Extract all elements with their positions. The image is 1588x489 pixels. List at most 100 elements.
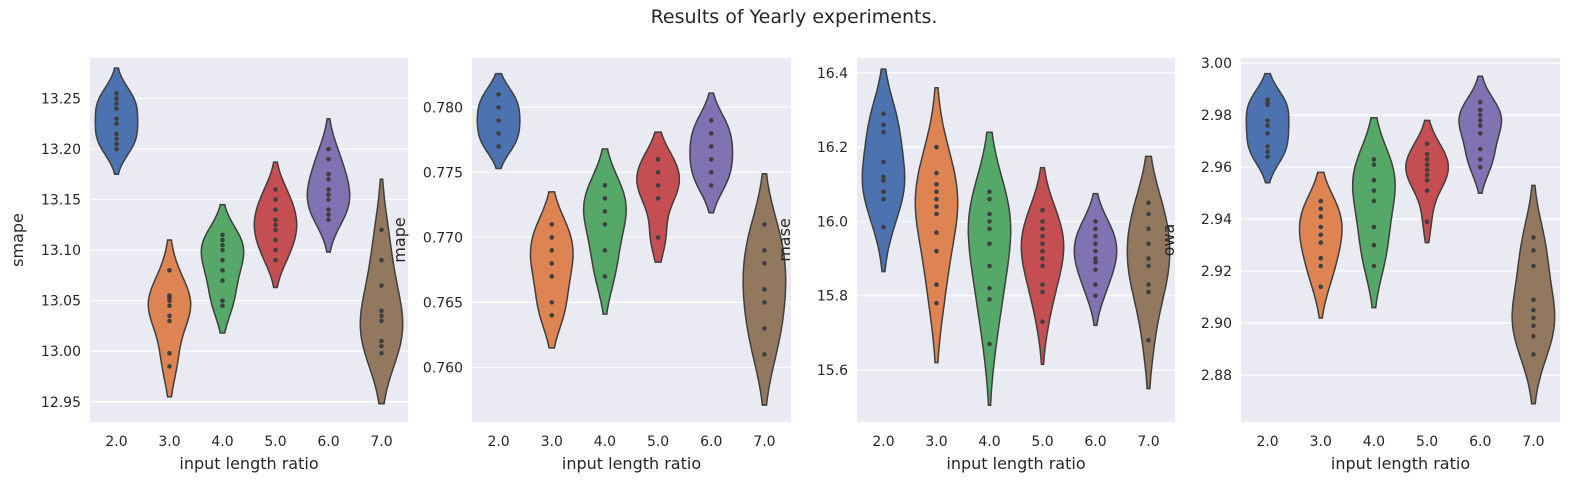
data-point [273, 257, 278, 263]
data-point [1424, 162, 1430, 167]
data-point [1424, 188, 1430, 193]
data-point [1318, 214, 1324, 219]
data-point [762, 248, 767, 253]
data-point [379, 338, 384, 344]
data-point [167, 293, 172, 298]
data-point [1040, 289, 1045, 295]
data-point [1477, 164, 1483, 170]
x-tick-label: 3.0 [1310, 434, 1332, 450]
data-point [1318, 224, 1324, 230]
data-point [1146, 211, 1151, 217]
data-point [496, 105, 501, 110]
data-point [167, 313, 172, 319]
y-tick-label: 16.0 [817, 214, 848, 230]
data-point [114, 136, 119, 142]
data-point [1424, 177, 1430, 183]
data-point [1318, 232, 1324, 238]
data-point [1424, 157, 1430, 162]
data-point [987, 189, 992, 195]
data-point [1093, 256, 1098, 261]
data-point [1093, 282, 1098, 287]
data-point [708, 183, 714, 188]
data-point [1477, 112, 1483, 118]
data-point [881, 174, 886, 180]
data-point [1265, 131, 1270, 136]
y-tick-label: 16.2 [817, 140, 848, 156]
violin-3.0 [147, 239, 192, 398]
x-tick-label: 5.0 [1031, 434, 1053, 450]
data-point [1531, 323, 1536, 329]
x-tick-label: 6.0 [1084, 434, 1106, 450]
data-point [1093, 241, 1098, 247]
y-tick-label: 0.760 [423, 360, 463, 376]
data-point [934, 282, 939, 287]
data-point [987, 211, 992, 217]
data-point [1424, 141, 1430, 147]
violin-4.0 [1351, 117, 1396, 309]
data-point [1318, 284, 1324, 290]
data-point [326, 187, 331, 192]
y-tick-label: 2.92 [1201, 264, 1232, 280]
data-point [1146, 241, 1151, 247]
data-point [602, 209, 608, 214]
data-point [379, 283, 384, 288]
data-point [220, 242, 225, 248]
y-tick-label: 2.98 [1201, 108, 1232, 124]
data-point [326, 146, 331, 152]
data-point [1146, 337, 1151, 343]
data-point [655, 196, 661, 201]
data-point [1265, 97, 1270, 102]
data-point [549, 248, 555, 253]
violin-7.0 [359, 178, 404, 405]
data-point [167, 268, 172, 273]
data-point [379, 350, 384, 356]
data-point [1093, 259, 1098, 265]
data-point [220, 298, 225, 303]
data-point [934, 248, 939, 254]
x-tick-label: 2.0 [487, 434, 509, 450]
chart-panel-mape: 0.760 0.765 0.770 0.775 0.780 2.0 3.0 4.0 5.0 6.0… [390, 58, 791, 473]
data-point [273, 187, 278, 192]
data-point [273, 227, 278, 233]
data-point [1531, 263, 1536, 269]
y-tick-label: 13.15 [41, 193, 81, 209]
x-tick-label: 7.0 [370, 434, 392, 450]
data-point [934, 300, 939, 306]
data-point [934, 144, 939, 150]
x-tick-label: 2.0 [105, 434, 127, 450]
y-tick-label: 2.96 [1201, 160, 1232, 176]
data-point [881, 129, 886, 135]
data-point [1040, 248, 1045, 254]
data-point [114, 131, 119, 137]
data-point [1477, 146, 1483, 152]
data-point [1146, 289, 1151, 295]
data-point [1040, 282, 1045, 287]
data-point [496, 131, 501, 136]
plot-background [1241, 58, 1560, 422]
data-point [1265, 149, 1270, 154]
data-point [1093, 248, 1098, 254]
data-point [881, 196, 886, 202]
y-tick-label: 13.25 [41, 91, 81, 107]
data-point [1371, 263, 1377, 269]
data-point [934, 211, 939, 217]
data-point [1040, 263, 1045, 269]
plot-background [90, 58, 408, 422]
x-tick-label: 2.0 [1256, 434, 1278, 450]
data-point [273, 247, 278, 253]
data-point [1318, 263, 1324, 269]
data-point [167, 350, 172, 356]
data-point [655, 170, 661, 175]
data-point [1477, 99, 1483, 105]
data-point [934, 181, 939, 187]
y-tick-label: 13.00 [41, 344, 81, 360]
y-tick-label: 13.20 [41, 142, 81, 158]
data-point [273, 222, 278, 228]
data-point [655, 183, 661, 188]
data-point [1093, 219, 1098, 224]
data-point [379, 227, 384, 233]
violin-4.0 [967, 131, 1012, 407]
data-point [602, 274, 608, 279]
y-axis-label: mase [775, 218, 794, 262]
violin-6.0 [689, 92, 734, 214]
